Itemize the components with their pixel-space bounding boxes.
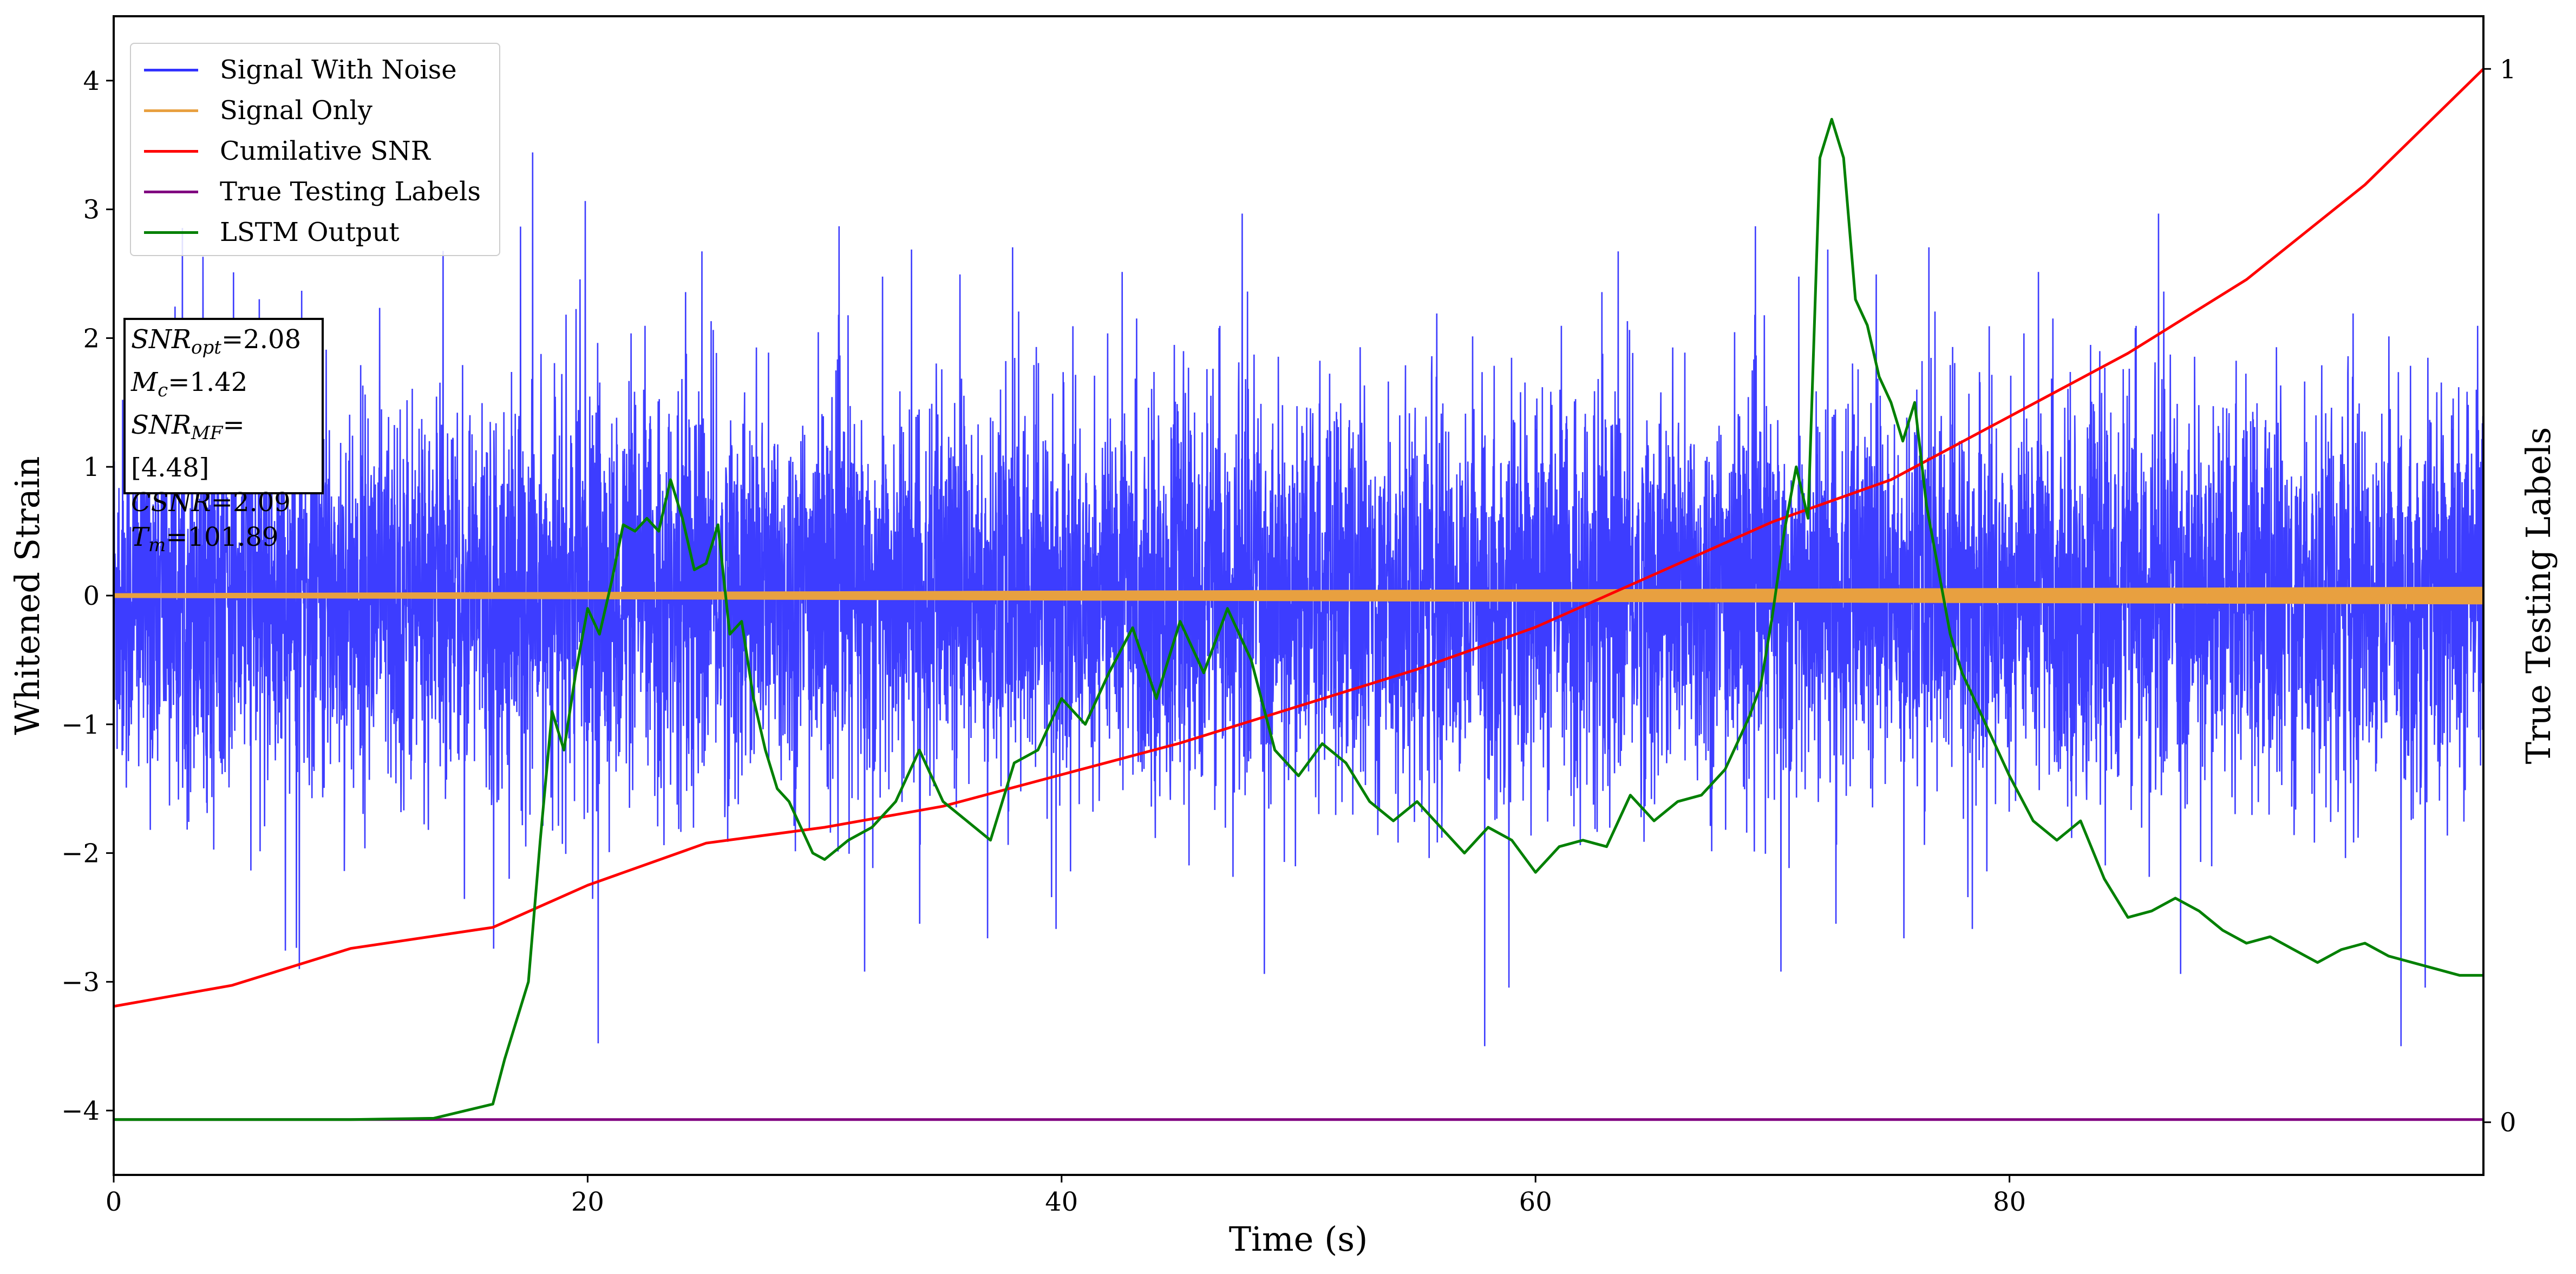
legend: Signal With Noise Signal Only Cumilative… [130, 43, 500, 256]
x-tick-label: 0 [106, 1187, 122, 1217]
legend-item-cumilative-snr: Cumilative SNR [144, 130, 430, 172]
legend-item-signal-only: Signal Only [144, 90, 372, 131]
y-tick-label-left: −1 [61, 710, 100, 740]
y-tick-label-left: 1 [83, 452, 100, 482]
legend-item-signal-with-noise: Signal With Noise [144, 49, 457, 90]
parameter-box: SNRopt=2.08 Mc=1.42 SNRMF=[4.48] CSNR=2.… [123, 318, 324, 556]
y-tick-label-left: 4 [83, 66, 100, 96]
tm-line: Tm=101.89 [131, 522, 279, 556]
y-tick-label-left: 2 [83, 323, 100, 354]
y-axis-label-right: True Testing Labels [2519, 427, 2558, 765]
mc-line: Mc=1.42 [131, 367, 248, 401]
x-tick-label: 20 [571, 1187, 604, 1217]
snr-opt-line: SNRopt=2.08 [131, 324, 302, 358]
snr-mf-line: SNRMF=[4.48] [131, 410, 245, 483]
y-tick-label-right: 0 [2500, 1108, 2516, 1138]
x-tick-label: 80 [1993, 1187, 2026, 1217]
legend-swatch [144, 68, 198, 71]
x-axis-label: Time (s) [1229, 1219, 1368, 1259]
x-tick-label: 60 [1519, 1187, 1552, 1217]
y-axis-label-left: Whitened Strain [8, 456, 47, 735]
y-tick-label-left: 3 [83, 195, 100, 225]
legend-label: LSTM Output [220, 217, 400, 247]
y-tick-label-left: −3 [61, 967, 100, 997]
y-tick-label-right: 1 [2500, 54, 2516, 84]
series-cumilative-snr [114, 68, 2483, 1008]
y-tick-label-left: −2 [61, 839, 100, 869]
legend-swatch [144, 190, 198, 193]
series-layer [114, 68, 2483, 1121]
y-tick-label-left: 0 [83, 581, 100, 611]
legend-label: True Testing Labels [220, 177, 481, 207]
legend-label: Signal With Noise [220, 55, 457, 85]
series-signal-only [114, 586, 2483, 605]
legend-label: Cumilative SNR [220, 136, 430, 166]
legend-item-lstm-output: LSTM Output [144, 212, 400, 253]
legend-swatch [144, 231, 198, 234]
series-lstm-output [114, 117, 2483, 1121]
legend-label: Signal Only [220, 95, 372, 126]
x-tick-label: 40 [1045, 1187, 1078, 1217]
y-tick-label-left: −4 [61, 1096, 100, 1126]
csnr-line: CSNR=2.09 [131, 487, 291, 518]
legend-swatch [144, 109, 198, 112]
legend-swatch [144, 149, 198, 153]
series-signal-with-noise [114, 152, 2483, 1047]
legend-item-true-testing-labels: True Testing Labels [144, 171, 481, 212]
